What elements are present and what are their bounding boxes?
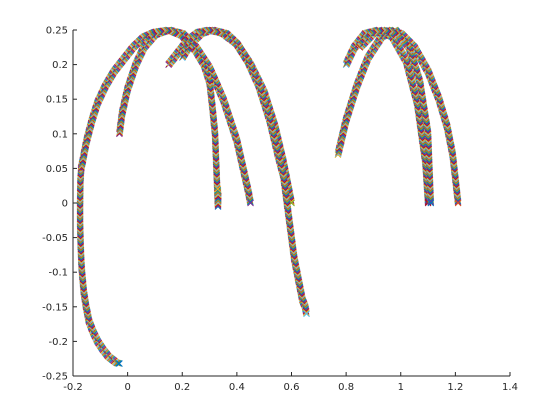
data-point — [247, 199, 254, 207]
data-point — [303, 310, 310, 318]
x-tick-label: 1.4 — [502, 382, 518, 393]
y-tick-label: -0.2 — [48, 337, 68, 348]
y-tick-label: 0 — [62, 199, 68, 210]
data-point — [454, 198, 462, 206]
y-tick-label: -0.15 — [42, 302, 68, 313]
data-point — [214, 185, 222, 193]
y-tick-label: 0.1 — [52, 129, 68, 140]
series-2 — [214, 185, 222, 210]
data-point — [214, 186, 222, 194]
data-point — [214, 188, 222, 195]
x-tick-label: 0.2 — [174, 382, 190, 393]
series-6 — [342, 26, 432, 207]
data-point — [427, 199, 435, 207]
y-tick-label: 0.05 — [46, 164, 68, 175]
data-point — [427, 198, 435, 206]
y-tick-label: -0.1 — [48, 268, 68, 279]
marks-layer — [76, 26, 462, 367]
y-tick-label: -0.05 — [42, 233, 68, 244]
x-tick-label: 0.6 — [284, 382, 300, 393]
y-tick-label: 0.25 — [46, 26, 68, 37]
ticks-layer: -0.2 0 0.2 0.4 0.6 0.8 1 1.2 1.4-0.25-0.2-0.15-0… — [42, 26, 518, 394]
data-point — [246, 197, 254, 205]
data-point — [454, 199, 462, 207]
data-point — [427, 197, 435, 205]
x-tick-label: 0 — [124, 382, 130, 393]
x-tick-label: -0.2 — [63, 382, 83, 393]
y-tick-label: 0.15 — [46, 95, 68, 106]
series-8 — [356, 26, 462, 207]
x-tick-label: 1.2 — [447, 382, 463, 393]
data-point — [116, 360, 123, 367]
y-tick-label: -0.25 — [42, 372, 68, 383]
y-tick-label: 0.2 — [52, 60, 68, 71]
data-point — [454, 197, 462, 205]
x-tick-label: 0.4 — [229, 382, 245, 393]
data-point — [246, 198, 254, 206]
x-tick-label: 0.8 — [338, 382, 354, 393]
series-0 — [76, 165, 123, 367]
x-tick-label: 1 — [398, 382, 404, 393]
data-point — [302, 308, 310, 315]
data-point — [302, 309, 310, 316]
series-5 — [178, 26, 310, 318]
